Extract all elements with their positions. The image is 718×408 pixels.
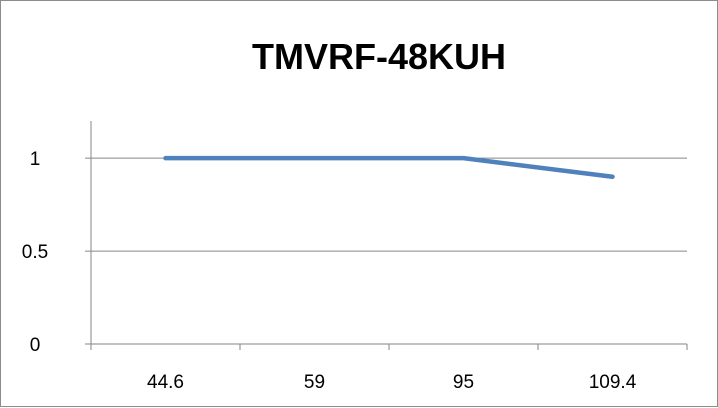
x-tick-label: 95 (453, 372, 474, 393)
chart-title: TMVRF-48KUH (252, 36, 506, 77)
y-tick-label: 0 (30, 335, 41, 356)
series-line (166, 158, 613, 177)
x-axis-tick-labels: 44.6 59 95 109.4 (147, 372, 637, 393)
gridlines (85, 158, 687, 251)
y-tick-label: 0.5 (22, 242, 48, 263)
axes (85, 121, 687, 350)
y-axis-tick-labels: 00.51 (22, 149, 48, 356)
x-tick-label: 59 (304, 372, 325, 393)
series-group (165, 158, 612, 177)
x-tick-label: 44.6 (147, 372, 184, 393)
y-tick-label: 1 (30, 149, 41, 170)
x-tick-label: 109.4 (589, 372, 637, 393)
